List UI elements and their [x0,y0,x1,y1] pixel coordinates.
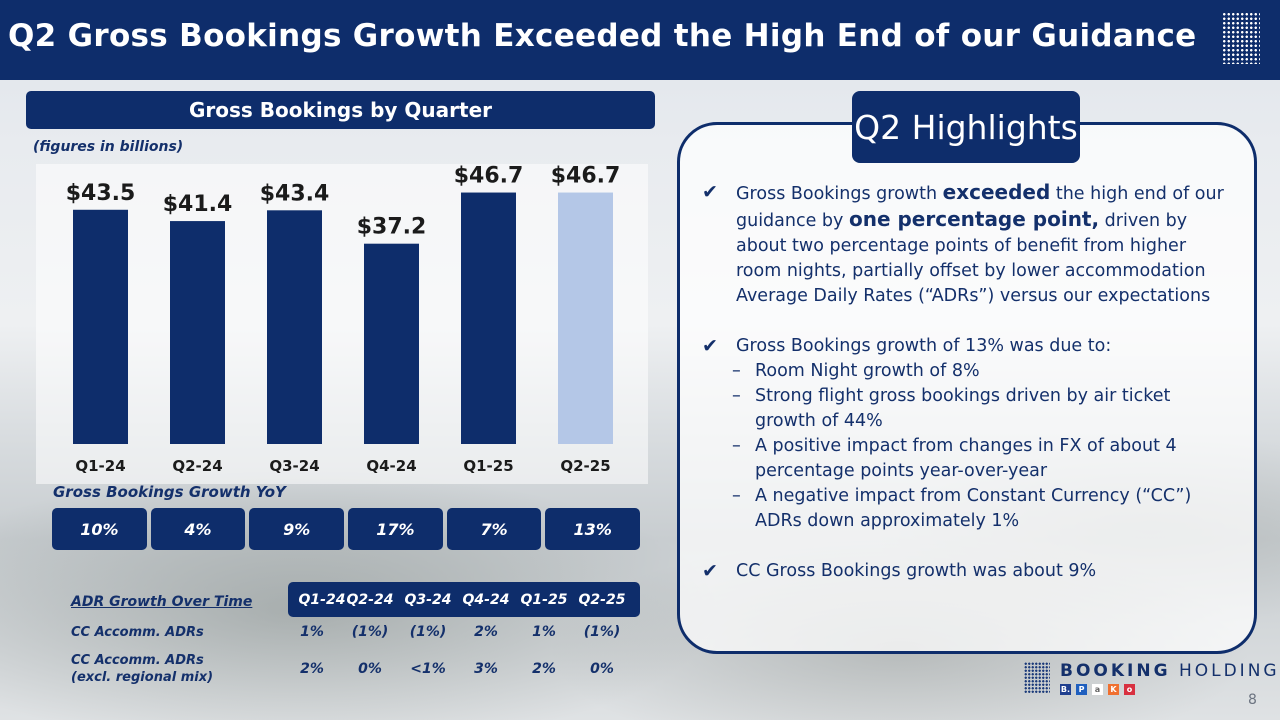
x-tick-label: Q2-25 [560,457,610,475]
highlight-bullet: ✔ Gross Bookings growth exceeded the hig… [700,180,1230,309]
adr-header-cell: Q2-24 [346,592,394,608]
bar-value-label: $37.2 [357,215,427,240]
dash-icon: – [732,361,741,381]
bar-q1-25 [461,192,516,444]
adr-header-bar [288,582,640,617]
adr-cell: 2% [474,624,498,640]
yoy-cell: 17% [348,508,443,550]
highlights-box [677,122,1257,654]
adr-cell: 2% [300,661,324,677]
adr-header-cell: Q1-25 [520,592,568,608]
highlight-bullet: ✔ CC Gross Bookings growth was about 9% [700,559,1230,584]
adr-row-label: CC Accomm. ADRs [71,625,204,640]
highlight-emphasis: one percentage point, [848,207,1100,231]
yoy-cell: 9% [249,508,345,550]
adr-table-title: ADR Growth Over Time [71,594,253,610]
adr-cell: 0% [358,661,382,677]
yoy-cell: 13% [545,508,641,550]
bar-chart: $43.5 Q1-24 $41.4 Q2-24 $43.4 Q3-24 $37.2 Q4-24… [66,164,621,475]
page-number: 8 [1248,692,1257,708]
x-tick-label: Q4-24 [366,457,416,475]
yoy-label: Gross Bookings Growth YoY [53,483,286,501]
checkmark-icon: ✔ [702,560,718,582]
adr-cell: 2% [532,661,556,677]
highlight-text: driven by about two percentage points of… [736,211,1211,306]
brand-agoda-icon: a [1092,684,1103,695]
highlights-tag: Q2 Highlights [852,91,1080,163]
brand-k-icon: K [1108,684,1119,695]
adr-cell: <1% [410,661,446,677]
adr-cell: (1%) [583,624,621,640]
figures-note: (figures in billions) [33,139,184,155]
adr-cell: (1%) [409,624,447,640]
bar-q4-24 [364,243,419,444]
bar-q1-24 [73,209,128,444]
bar-value-label: $41.4 [163,192,233,217]
x-tick-label: Q1-25 [463,457,513,475]
bar-value-label: $46.7 [551,164,621,189]
checkmark-icon: ✔ [702,181,718,203]
x-tick-label: Q2-24 [172,457,222,475]
checkmark-icon: ✔ [702,335,718,357]
adr-cell: 1% [300,624,324,640]
adr-row-label: CC Accomm. ADRs (excl. regional mix) [71,652,213,686]
adr-cell: 3% [474,661,498,677]
highlight-text: the high end of our guidance by [736,184,1224,231]
adr-row-label-line: CC Accomm. ADRs [71,653,204,668]
brand-p-icon: P [1076,684,1087,695]
dash-icon: – [732,436,741,456]
bar-q2-24 [170,221,225,444]
bar-value-label: $43.5 [66,181,136,206]
chart-panel-title: Gross Bookings by Quarter [26,91,655,129]
yoy-cell: 7% [446,508,542,550]
highlight-sub-item: – Room Night growth of 8% [700,359,1230,384]
chart-area: $43.5 Q1-24 $41.4 Q2-24 $43.4 Q3-24 $37.2 Q4-24… [36,164,648,484]
highlight-sub-item: – Strong flight gross bookings driven by … [732,386,1171,431]
dash-icon: – [732,486,741,506]
highlight-sub-item: – A positive impact from changes in FX of… [732,436,1177,481]
adr-header-cell: Q2-25 [578,592,626,608]
highlight-text: Gross Bookings growth of 13% was due to: [736,336,1112,356]
adr-row-label-line: (excl. regional mix) [71,670,214,685]
title-bar: Q2 Gross Bookings Growth Exceeded the Hi… [0,0,1280,80]
highlight-bullet: ✔ Gross Bookings growth of 13% was due t… [700,334,1230,359]
bar-value-label: $43.4 [260,181,330,206]
adr-header-cell: Q3-24 [404,592,452,608]
adr-cell: 1% [532,624,556,640]
bar-value-label: $46.7 [454,164,524,189]
highlight-text: Gross Bookings growth [736,184,943,204]
brand-b-icon: B. [1060,684,1071,695]
adr-header-cell: Q1-24 [298,592,346,608]
adr-cell: (1%) [351,624,389,640]
highlight-emphasis: exceeded [942,180,1051,204]
bar-q2-25 [558,192,613,444]
highlights-text: ✔ Gross Bookings growth exceeded the hig… [700,180,1230,584]
bar-q3-24 [267,210,322,444]
highlight-text: CC Gross Bookings growth was about 9% [736,561,1097,581]
company-logo: BOOKING HOLDINGS [1060,661,1280,681]
x-tick-label: Q1-24 [75,457,125,475]
logo-dots-icon [1024,662,1050,694]
dot-grid-icon [1222,12,1260,64]
yoy-cell: 4% [150,508,246,550]
yoy-row: 10% 4% 9% 17% 7% 13% [52,508,641,550]
adr-header-cell: Q4-24 [462,592,510,608]
yoy-cell: 10% [52,508,147,550]
adr-cell: 0% [590,661,614,677]
brand-ot-icon: o [1124,684,1135,695]
highlight-sub-item: – A negative impact from Constant Currenc… [732,486,1192,531]
dash-icon: – [732,386,741,406]
x-tick-label: Q3-24 [269,457,319,475]
page-title: Q2 Gross Bookings Growth Exceeded the Hi… [8,18,1197,54]
